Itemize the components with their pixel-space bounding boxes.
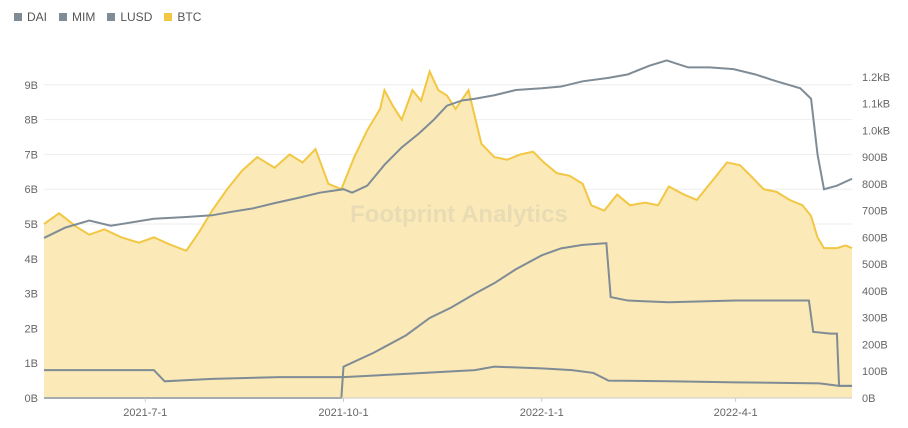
y-right-tick-label: 0B xyxy=(862,393,875,405)
series-line-lusd xyxy=(44,365,852,387)
y-right-tick-label: 1.0kB xyxy=(862,125,890,137)
x-tick-label: 2021-10-1 xyxy=(318,407,368,419)
legend-swatch-mim xyxy=(59,13,68,21)
series-line-dai xyxy=(43,59,853,239)
y-right-tick-label: 600B xyxy=(862,232,888,244)
legend-item-lusd[interactable]: LUSD xyxy=(107,10,152,24)
y-left-tick-label: 7B xyxy=(25,149,38,161)
legend-item-mim[interactable]: MIM xyxy=(59,10,95,24)
y-right-tick-label: 1.2kB xyxy=(862,72,890,84)
legend-label-mim: MIM xyxy=(72,10,96,24)
legend-swatch-btc xyxy=(164,13,173,21)
y-left-tick-label: 9B xyxy=(25,80,38,92)
series-area-btc xyxy=(44,71,852,399)
y-right-tick-label: 900B xyxy=(862,152,888,164)
y-left-tick-label: 6B xyxy=(25,184,38,196)
y-left-tick-label: 3B xyxy=(25,289,38,301)
x-tick-label: 2022-1-1 xyxy=(520,407,564,419)
y-right-tick-label: 200B xyxy=(862,339,888,351)
legend-item-btc[interactable]: BTC xyxy=(164,10,201,24)
y-left-tick-label: 1B xyxy=(25,358,38,370)
y-left-tick-label: 0B xyxy=(25,393,38,405)
y-left-tick-label: 8B xyxy=(25,115,38,127)
y-right-tick-label: 1.1kB xyxy=(862,99,890,111)
y-right-tick-label: 100B xyxy=(862,366,888,378)
y-right-tick-label: 300B xyxy=(862,313,888,325)
y-right-tick-label: 800B xyxy=(862,179,888,191)
series-line-mim xyxy=(44,242,852,399)
legend-swatch-lusd xyxy=(107,13,116,21)
y-right-tick-label: 700B xyxy=(862,206,888,218)
legend: DAI MIM LUSD BTC xyxy=(14,10,201,24)
legend-item-dai[interactable]: DAI xyxy=(14,10,47,24)
x-tick-label: 2021-7-1 xyxy=(123,407,167,419)
legend-label-dai: DAI xyxy=(27,10,48,24)
watermark: Footprint Analytics xyxy=(350,201,568,228)
y-left-tick-label: 4B xyxy=(25,254,38,266)
legend-label-lusd: LUSD xyxy=(120,10,153,24)
y-right-tick-label: 400B xyxy=(862,286,888,298)
x-tick-label: 2022-4-1 xyxy=(714,407,758,419)
y-right-tick-label: 500B xyxy=(862,259,888,271)
y-left-tick-label: 2B xyxy=(25,323,38,335)
legend-swatch-dai xyxy=(14,13,22,21)
legend-label-btc: BTC xyxy=(177,10,202,24)
y-left-tick-label: 5B xyxy=(25,219,38,231)
